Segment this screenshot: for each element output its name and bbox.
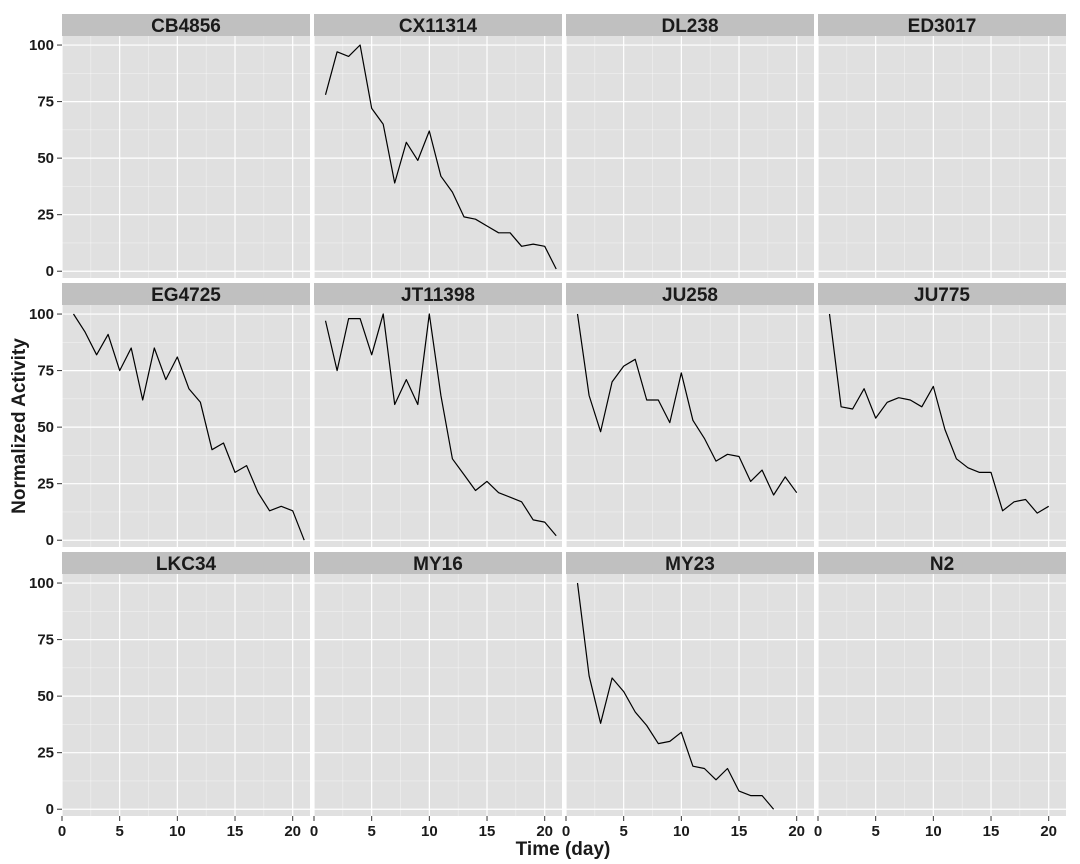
panel-background [62, 36, 310, 278]
x-tick-label: 10 [925, 823, 942, 840]
x-tick-label: 0 [814, 823, 822, 840]
facet-panel: CB4856 [61, 14, 310, 278]
facet-strip [62, 283, 310, 305]
y-tick-label: 75 [37, 94, 54, 111]
x-tick-label: 20 [1040, 823, 1057, 840]
x-tick-label: 10 [421, 823, 438, 840]
y-tick-label: 75 [37, 363, 54, 380]
facet-panel: JT11398 [313, 283, 562, 547]
facet-strip [566, 283, 814, 305]
facet-strip-label: CX11314 [399, 16, 478, 37]
facet-panel: MY16 [313, 552, 562, 816]
x-tick-label: 5 [368, 823, 376, 840]
facet-panel: DL238 [565, 14, 814, 278]
y-tick-label: 100 [29, 306, 54, 323]
x-tick-label: 15 [479, 823, 496, 840]
y-tick-label: 75 [37, 632, 54, 649]
x-axis-title: Time (day) [516, 839, 611, 860]
x-tick-label: 0 [310, 823, 318, 840]
y-tick-label: 0 [46, 532, 54, 549]
x-tick-label: 15 [731, 823, 748, 840]
x-tick-label: 15 [227, 823, 244, 840]
panel-background [566, 36, 814, 278]
facet-strip [818, 552, 1066, 574]
panel-background [818, 305, 1066, 547]
facet-strip-label: CB4856 [151, 16, 221, 37]
x-tick-label: 5 [116, 823, 124, 840]
facet-strip-label: MY16 [413, 554, 463, 575]
series-line-ju775 [828, 313, 1050, 514]
x-tick-label: 5 [872, 823, 880, 840]
panel-background [818, 574, 1066, 816]
facet-strip [818, 14, 1066, 36]
y-tick-label: 25 [37, 745, 54, 762]
facet-panel: N2 [817, 552, 1066, 816]
x-tick-label: 20 [284, 823, 301, 840]
facet-strip [314, 552, 562, 574]
y-axis-title: Normalized Activity [9, 338, 30, 514]
facet-panel: CX11314 [313, 14, 562, 278]
facet-strip-label: N2 [930, 554, 954, 575]
facet-strip [314, 14, 562, 36]
x-tick-label: 10 [169, 823, 186, 840]
y-tick-label: 100 [29, 575, 54, 592]
facet-strip [818, 283, 1066, 305]
x-tick-label: 20 [788, 823, 805, 840]
y-tick-label: 50 [37, 419, 54, 436]
facet-strip-label: JT11398 [401, 285, 475, 306]
series-line-cx11314 [324, 44, 557, 270]
series-line-eg4725 [72, 313, 305, 541]
y-tick-label: 50 [37, 688, 54, 705]
y-axes: 0 25 50 75 100 0 25 50 75 100 0 25 50 75 100 [29, 37, 62, 818]
x-tick-label: 15 [983, 823, 1000, 840]
panel-background [818, 36, 1066, 278]
x-axis: 0 5 10 15 20 0 5 10 15 20 0 5 10 15 20 0 5 10 15 20 [58, 816, 1057, 840]
facet-strip-label: JU258 [662, 285, 718, 306]
facet-strip-label: DL238 [661, 16, 718, 37]
panel-background [314, 36, 562, 278]
y-tick-label: 25 [37, 476, 54, 493]
x-tick-label: 0 [58, 823, 66, 840]
facet-strip [566, 14, 814, 36]
facet-panel: LKC34 [61, 552, 310, 816]
panel-background [62, 574, 310, 816]
series-line-jt11398 [324, 313, 557, 537]
panel-background [566, 574, 814, 816]
y-tick-label: 0 [46, 263, 54, 280]
facet-strip-label: LKC34 [156, 554, 217, 575]
x-tick-label: 20 [536, 823, 553, 840]
x-tick-label: 10 [673, 823, 690, 840]
x-tick-label: 0 [562, 823, 570, 840]
facet-panel: EG4725 [61, 283, 310, 547]
series-line-ju258 [576, 313, 798, 496]
facet-panel: JU258 [565, 283, 814, 547]
facet-strip-label: MY23 [665, 554, 715, 575]
facet-strip-label: EG4725 [151, 285, 221, 306]
facet-panel: ED3017 [817, 14, 1066, 278]
x-tick-label: 5 [620, 823, 628, 840]
y-tick-label: 25 [37, 207, 54, 224]
facet-panels: CB4856 CX11314 DL238 ED3017 EG4725 JT11398 JU2… [61, 14, 1066, 816]
facet-panel: MY23 [565, 552, 814, 816]
facet-strip [62, 552, 310, 574]
panel-background [566, 305, 814, 547]
facet-strip-label: ED3017 [908, 16, 977, 37]
facet-strip [62, 14, 310, 36]
facet-strip [566, 552, 814, 574]
y-tick-label: 50 [37, 150, 54, 167]
facet-strip [314, 283, 562, 305]
facet-panel: JU775 [817, 283, 1066, 547]
facet-strip-label: JU775 [914, 285, 970, 306]
y-tick-label: 0 [46, 801, 54, 818]
panel-background [314, 305, 562, 547]
series-line-my23 [576, 582, 775, 810]
panel-background [62, 305, 310, 547]
y-tick-label: 100 [29, 37, 54, 54]
panel-background [314, 574, 562, 816]
